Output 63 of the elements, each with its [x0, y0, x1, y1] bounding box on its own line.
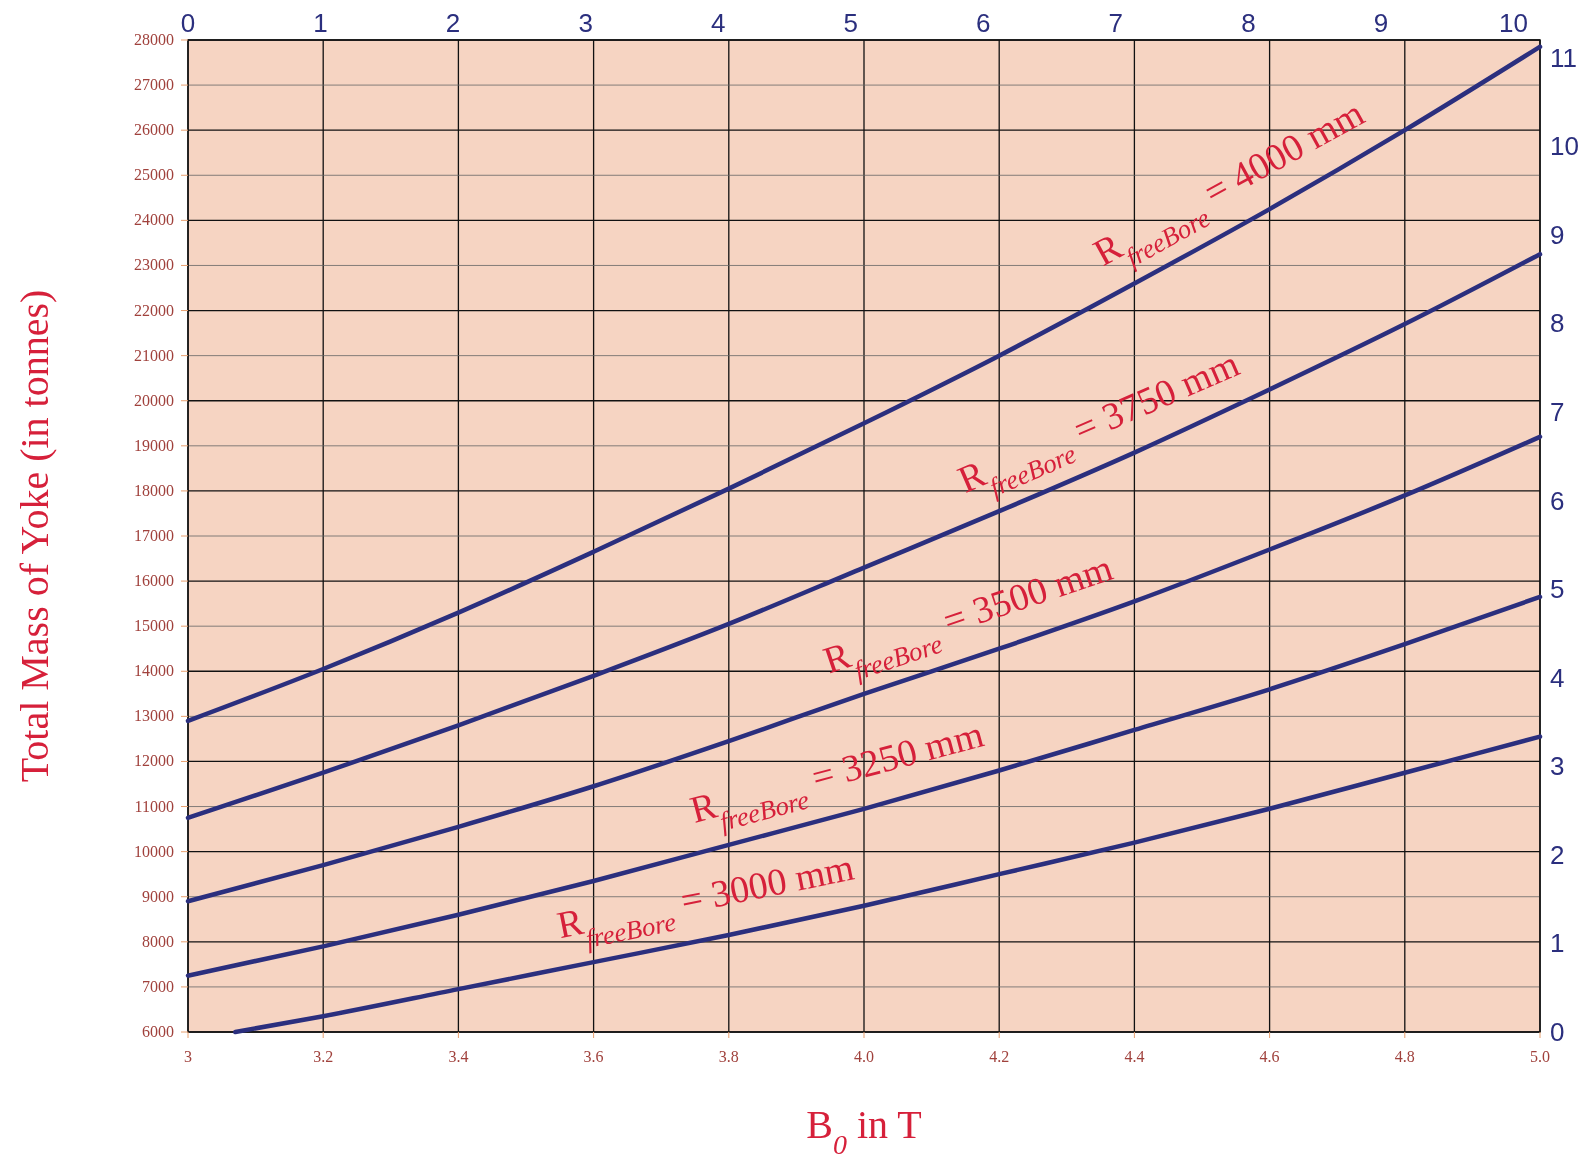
y-tick-label: 18000 [134, 481, 174, 499]
x2-tick-label: 8 [1241, 8, 1256, 38]
x2-tick-label: 7 [1108, 8, 1124, 38]
x2-tick-label: 3 [578, 8, 593, 38]
y-tick-label: 8000 [142, 932, 174, 950]
y2-tick-label: 7 [1550, 397, 1565, 427]
x-tick-label: 3 [184, 1048, 192, 1065]
y-tick-label: 19000 [134, 436, 174, 454]
y2-tick-label: 8 [1550, 308, 1565, 339]
x-tick-label: 3.6 [583, 1048, 604, 1065]
y2-tick-label: 9 [1550, 219, 1565, 250]
y2-tick-label: 11 [1550, 42, 1577, 73]
y2-tick-label: 3 [1550, 751, 1565, 782]
y-tick-label: 15000 [134, 617, 174, 635]
y-tick-label: 27000 [134, 76, 174, 94]
y-tick-label: 20000 [134, 391, 174, 409]
x2-tick-label: 0 [180, 8, 196, 38]
x2-tick-label: 6 [976, 8, 991, 38]
x2-tick-label: 1 [313, 8, 328, 38]
x-tick-label: 3.4 [448, 1048, 469, 1065]
x-tick-label: 3.8 [718, 1048, 739, 1065]
line-series [185, 44, 1543, 724]
y-tick-label: 23000 [134, 256, 174, 274]
y-tick-label: 21000 [134, 346, 174, 364]
y2-tick-label: 5 [1550, 574, 1565, 605]
y-axis-title: Total Mass of Yoke (in tonnes) [12, 289, 57, 783]
x-tick-label: 4.0 [854, 1048, 874, 1065]
x2-tick-label: 5 [843, 8, 858, 38]
y-tick-label: 17000 [134, 527, 174, 544]
x-tick-label: 5.0 [1530, 1048, 1550, 1065]
y-tick-label: 26000 [134, 121, 174, 139]
y2-tick-label: 4 [1550, 662, 1565, 693]
x-tick-label: 3.2 [313, 1048, 334, 1065]
y2-tick-label: 10 [1550, 131, 1579, 162]
y2-tick-label: 0 [1550, 1017, 1565, 1047]
text: R$_{freeBore}$ = 3500 mm [818, 546, 1118, 686]
y-tick-label: 12000 [134, 752, 174, 770]
y-tick-label: 7000 [142, 977, 174, 995]
y2-tick-label: 2 [1550, 839, 1565, 870]
y-tick-label: 22000 [134, 301, 174, 319]
y-tick-label: 14000 [134, 662, 174, 680]
x2-tick-label: 2 [445, 8, 461, 38]
y-tick-label: 11000 [134, 797, 174, 815]
y-tick-label: 10000 [134, 842, 174, 860]
y-tick-label: 9000 [142, 887, 174, 905]
y2-tick-label: 6 [1550, 485, 1565, 516]
y-tick-label: 13000 [134, 707, 174, 725]
y-tick-label: 16000 [134, 572, 174, 590]
x2-tick-label: 9 [1373, 8, 1389, 38]
x-tick-label: 4.4 [1124, 1048, 1145, 1065]
y-tick-label: 24000 [134, 211, 174, 229]
x-tick-label: 4.8 [1394, 1048, 1415, 1065]
x2-tick-label: 10 [1499, 8, 1528, 38]
y-tick-label: 6000 [142, 1023, 174, 1040]
x-axis-title: B$_{0}$ in T [806, 1102, 922, 1158]
x2-tick-label: 4 [710, 8, 726, 38]
text: R$_{freeBore}$ = 3250 mm [685, 712, 988, 837]
text: R$_{freeBore}$ = 3000 mm [553, 845, 858, 954]
y-tick-label: 28000 [134, 31, 174, 48]
y2-tick-label: 1 [1550, 928, 1565, 959]
x-tick-label: 4.6 [1259, 1048, 1280, 1065]
y-tick-label: 25000 [134, 166, 174, 184]
x-tick-label: 4.2 [989, 1048, 1010, 1065]
